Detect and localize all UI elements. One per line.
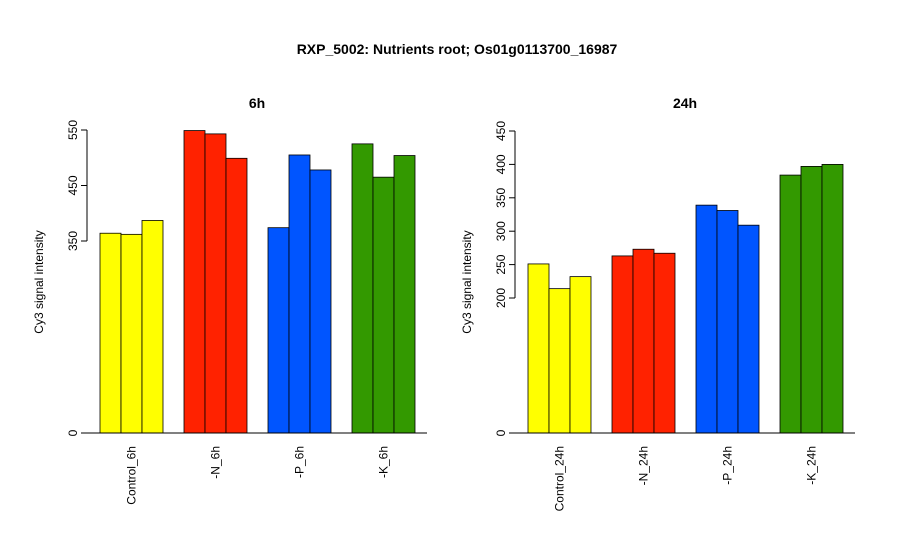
bar bbox=[695, 204, 718, 434]
y-tick-label: 0 bbox=[66, 429, 80, 436]
bar bbox=[393, 155, 416, 434]
bar bbox=[632, 248, 655, 434]
bar bbox=[569, 276, 592, 434]
category-label: -N_24h bbox=[637, 446, 651, 485]
bar bbox=[716, 210, 739, 434]
bar bbox=[737, 224, 760, 434]
y-tick-label: 550 bbox=[66, 120, 80, 140]
y-tick-label: 250 bbox=[494, 254, 508, 274]
category-label: -N_6h bbox=[209, 446, 223, 479]
bar bbox=[120, 233, 143, 434]
y-tick-label: 450 bbox=[494, 121, 508, 141]
bar bbox=[372, 176, 395, 434]
bar bbox=[267, 227, 290, 434]
bar bbox=[288, 154, 311, 434]
y-tick-label: 400 bbox=[494, 154, 508, 174]
y-tick-label: 350 bbox=[66, 231, 80, 251]
y-axis-label: Cy3 signal intensity bbox=[32, 230, 46, 333]
bar bbox=[141, 220, 164, 434]
bar bbox=[99, 232, 122, 434]
bar bbox=[225, 157, 248, 434]
y-tick-label: 350 bbox=[494, 187, 508, 207]
bar bbox=[204, 133, 227, 434]
bar bbox=[779, 174, 802, 434]
y-tick-label: 200 bbox=[494, 288, 508, 308]
bar bbox=[548, 288, 571, 434]
category-label: -K_24h bbox=[805, 446, 819, 485]
bar bbox=[351, 143, 374, 434]
bar bbox=[611, 255, 634, 434]
panel-title: 6h bbox=[249, 95, 265, 111]
category-label: -P_24h bbox=[721, 446, 735, 485]
main-title: RXP_5002: Nutrients root; Os01g0113700_1… bbox=[297, 41, 618, 57]
bar bbox=[821, 163, 844, 434]
bar bbox=[183, 130, 206, 434]
category-label: Control_24h bbox=[553, 446, 567, 511]
y-tick-label: 450 bbox=[66, 175, 80, 195]
category-label: Control_6h bbox=[125, 446, 139, 505]
bar bbox=[653, 252, 676, 434]
y-axis-label: Cy3 signal intensity bbox=[460, 230, 474, 333]
panel-title: 24h bbox=[673, 95, 697, 111]
bar bbox=[800, 166, 823, 434]
y-tick-label: 300 bbox=[494, 221, 508, 241]
panel-6h: 6h Control_6h -N_6h -P_6h -K_6h 0 350 450 550 Cy3… bbox=[32, 95, 427, 505]
y-tick-label: 0 bbox=[494, 429, 508, 436]
category-label: -K_6h bbox=[377, 446, 391, 478]
panel-24h: 24h Control_24h -N_24h -P_24h -K_24h 0 200 250 3… bbox=[460, 95, 855, 511]
bar bbox=[309, 169, 332, 434]
category-label: -P_6h bbox=[293, 446, 307, 478]
bar bbox=[527, 263, 550, 434]
